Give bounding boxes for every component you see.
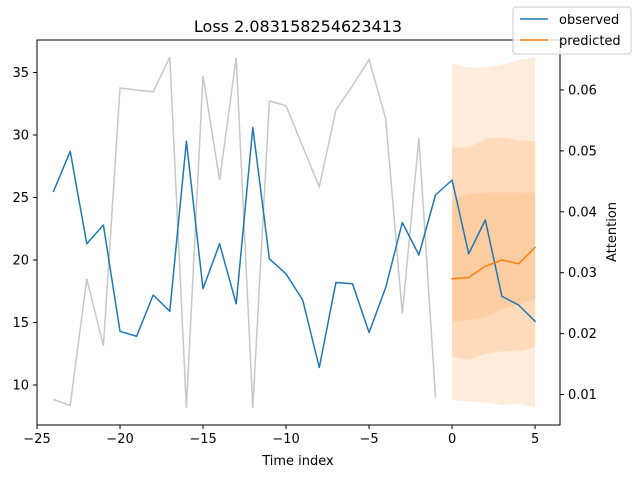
y2-axis-ticks: 0.01 0.02 0.03 0.04 0.05 0.06 <box>560 83 597 403</box>
attention-line <box>53 56 437 408</box>
y-axis-ticks: 10 15 20 25 30 35 <box>12 66 37 394</box>
prediction-band-1 <box>452 137 536 360</box>
y-tick-label: 25 <box>12 191 29 206</box>
y2-tick-label: 0.05 <box>568 144 597 159</box>
x-tick-label: 5 <box>531 432 539 447</box>
x-tick-label: −15 <box>189 432 216 447</box>
x-axis-label: Time index <box>261 454 334 469</box>
observed-line <box>52 126 537 369</box>
legend-label-observed: observed <box>559 13 619 28</box>
y2-tick-label: 0.02 <box>568 327 597 342</box>
chart-title: Loss 2.083158254623413 <box>194 17 402 36</box>
x-tick-label: −25 <box>23 432 50 447</box>
y-tick-label: 10 <box>12 379 29 394</box>
legend-label-predicted: predicted <box>559 34 621 49</box>
x-tick-label: 0 <box>448 432 456 447</box>
prediction-interval-bands <box>452 57 536 408</box>
series-lines <box>52 56 537 408</box>
y2-tick-label: 0.03 <box>568 266 597 281</box>
y2-tick-label: 0.04 <box>568 205 597 220</box>
x-axis-ticks: −25 −20 −15 −10 −5 0 5 <box>23 425 539 447</box>
y2-tick-label: 0.06 <box>568 83 597 98</box>
x-tick-label: −5 <box>359 432 378 447</box>
plot-area <box>52 56 537 408</box>
y-tick-label: 15 <box>12 316 29 331</box>
y-tick-label: 20 <box>12 254 29 269</box>
y2-tick-label: 0.01 <box>568 388 597 403</box>
axes-frame <box>36 39 561 426</box>
x-tick-label: −20 <box>106 432 133 447</box>
legend: observed predicted <box>512 6 632 55</box>
y-tick-label: 30 <box>12 129 29 144</box>
y2-axis-label: Attention <box>605 202 620 262</box>
prediction-band-0 <box>452 57 536 408</box>
x-tick-label: −10 <box>272 432 299 447</box>
predicted-line <box>451 246 537 280</box>
y-tick-label: 35 <box>12 66 29 81</box>
